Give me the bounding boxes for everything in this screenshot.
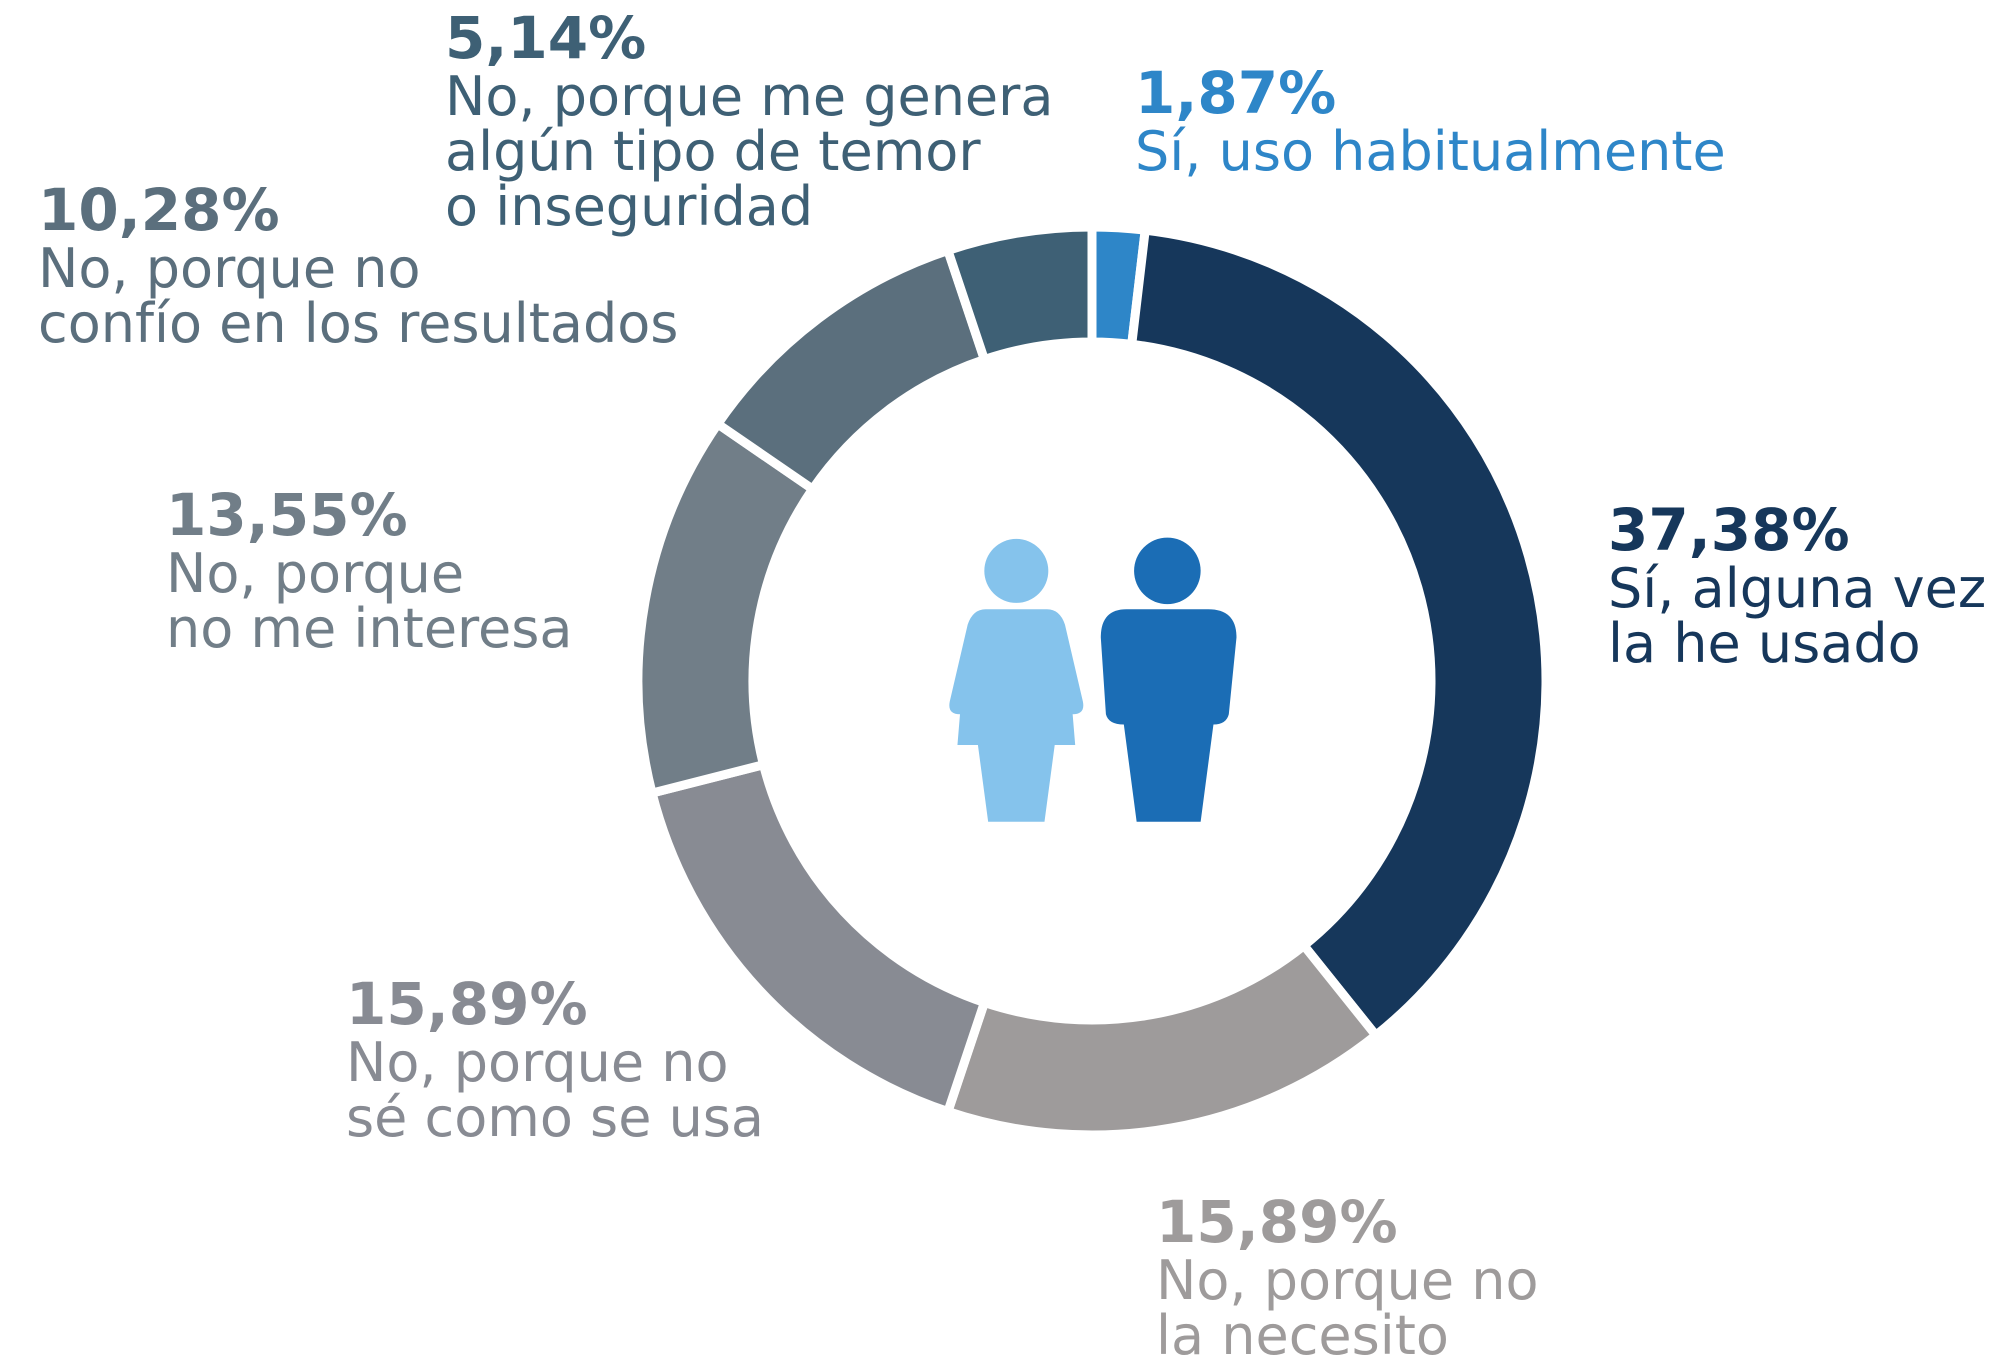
category-label: No, porque no <box>1156 1249 1538 1312</box>
category-label: la he usado <box>1608 612 1921 675</box>
category-label: algún tipo de temor <box>445 120 981 183</box>
category-label: no me interesa <box>166 597 573 660</box>
people-icon <box>949 537 1237 822</box>
value-label: 1,87% <box>1135 59 1336 127</box>
category-label: Sí, alguna vez <box>1608 557 1986 620</box>
category-label: No, porque no <box>38 237 420 300</box>
slice <box>942 222 1097 366</box>
category-label: Sí, uso habitualmente <box>1135 120 1726 183</box>
category-label: confío en los resultados <box>38 292 678 355</box>
value-label: 10,28% <box>38 176 280 244</box>
woman-head <box>984 538 1049 603</box>
slice <box>1126 225 1551 1042</box>
slice <box>711 244 991 496</box>
value-label: 15,89% <box>1156 1188 1398 1256</box>
man-head <box>1134 537 1201 605</box>
man-body <box>1100 609 1237 822</box>
category-label: la necesito <box>1156 1304 1449 1364</box>
category-label: No, porque <box>166 542 464 605</box>
slice <box>942 939 1383 1140</box>
category-label: No, porque no <box>346 1031 728 1094</box>
category-label: sé como se usa <box>346 1086 764 1149</box>
value-label: 37,38% <box>1608 496 1850 564</box>
value-label: 5,14% <box>445 4 646 72</box>
category-label: No, porque me genera <box>445 65 1053 128</box>
value-label: 13,55% <box>166 481 408 549</box>
value-label: 15,89% <box>346 970 588 1038</box>
slice <box>633 417 819 799</box>
woman-body <box>949 609 1084 822</box>
category-label: o inseguridad <box>445 175 813 238</box>
donut <box>633 222 1551 1140</box>
